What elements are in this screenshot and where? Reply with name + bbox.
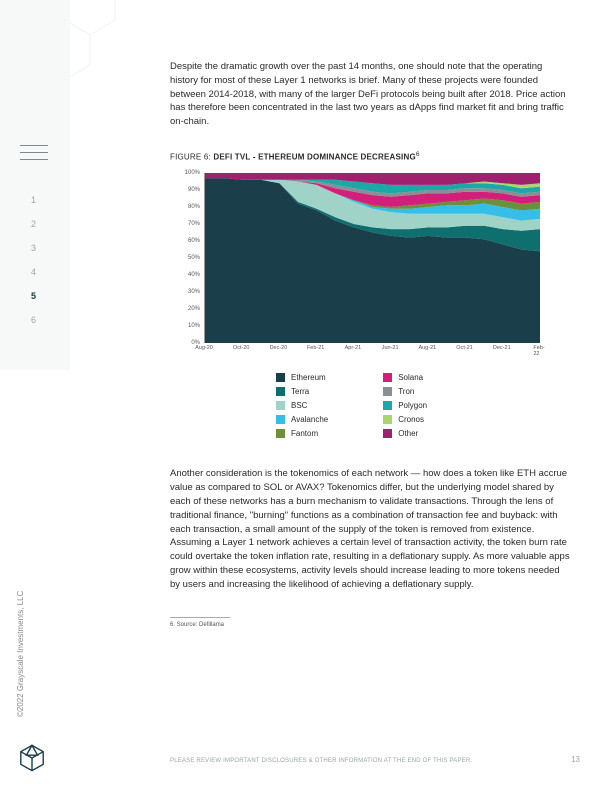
chart-legend: Ethereum Terra BSC Avalanche Fantom Solana Tr… — [276, 373, 541, 443]
nav-item-2[interactable]: 2 — [31, 219, 36, 229]
sidebar: 1 2 3 4 5 6 ©2022 Grayscale Investments, LLC — [0, 0, 70, 792]
y-axis: 0%10%20%30%40%50%60%70%80%90%100% — [176, 173, 204, 353]
legend-item: Ethereum — [276, 373, 328, 382]
legend-item: Other — [383, 429, 427, 438]
paragraph-2: Another consideration is the tokenomics … — [170, 467, 570, 591]
plot-area — [204, 173, 539, 343]
hamburger-icon[interactable] — [20, 145, 48, 166]
legend-item: Avalanche — [276, 415, 328, 424]
chart-container: 0%10%20%30%40%50%60%70%80%90%100% Aug-20… — [176, 173, 541, 443]
disclosure-text: PLEASE REVIEW IMPORTANT DISCLOSURES & OT… — [170, 758, 472, 764]
nav-item-5[interactable]: 5 — [31, 291, 36, 301]
grayscale-logo-icon — [18, 744, 46, 772]
nav-item-6[interactable]: 6 — [31, 315, 36, 325]
footnote: 6. Source: Defillama — [170, 622, 570, 628]
stacked-area-chart: 0%10%20%30%40%50%60%70%80%90%100% Aug-20… — [176, 173, 541, 353]
legend-item: Fantom — [276, 429, 328, 438]
legend-item: Tron — [383, 387, 427, 396]
paragraph-1: Despite the dramatic growth over the pas… — [170, 60, 570, 129]
copyright-text: ©2022 Grayscale Investments, LLC — [16, 591, 25, 717]
figure-label: FIGURE 6: DEFI TVL - ETHEREUM DOMINANCE … — [170, 151, 570, 162]
legend-item: BSC — [276, 401, 328, 410]
nav-item-4[interactable]: 4 — [31, 267, 36, 277]
page-nav: 1 2 3 4 5 6 — [31, 195, 36, 339]
legend-item: Solana — [383, 373, 427, 382]
legend-item: Terra — [276, 387, 328, 396]
nav-item-1[interactable]: 1 — [31, 195, 36, 205]
nav-item-3[interactable]: 3 — [31, 243, 36, 253]
page-number: 13 — [571, 755, 580, 764]
legend-item: Polygon — [383, 401, 427, 410]
main-content: Despite the dramatic growth over the pas… — [170, 60, 570, 628]
legend-item: Cronos — [383, 415, 427, 424]
footnote-rule — [170, 617, 230, 618]
